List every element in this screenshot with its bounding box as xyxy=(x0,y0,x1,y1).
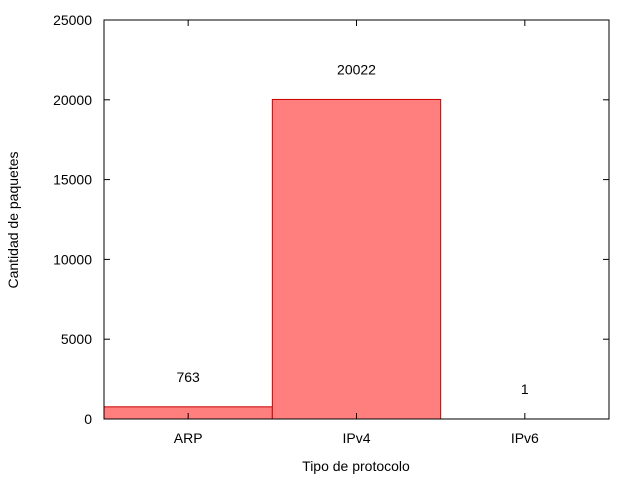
x-tick-labels: ARP IPv4 IPv6 xyxy=(174,430,539,446)
bar-ipv4 xyxy=(271,98,442,420)
y-tick-label: 25000 xyxy=(53,12,92,28)
y-tick-labels: 0 5000 10000 15000 20000 25000 xyxy=(53,12,92,427)
data-labels: 763 20022 1 xyxy=(176,61,528,397)
x-axis-title: Tipo de protocolo xyxy=(302,458,410,474)
bars-group xyxy=(103,98,610,420)
data-label-ipv4: 20022 xyxy=(337,61,376,77)
data-label-arp: 763 xyxy=(176,369,200,385)
plot-frame xyxy=(103,19,610,420)
y-tick-label: 15000 xyxy=(53,172,92,188)
y-tick-label: 20000 xyxy=(53,92,92,108)
x-tick-label-ipv4: IPv4 xyxy=(342,430,370,446)
y-tick-label: 0 xyxy=(84,411,92,427)
x-tick-label-ipv6: IPv6 xyxy=(511,430,539,446)
data-label-ipv6: 1 xyxy=(521,381,529,397)
y-tick-label: 10000 xyxy=(53,251,92,267)
x-tick-label-arp: ARP xyxy=(174,430,203,446)
y-axis-title: Cantidad de paquetes xyxy=(5,152,21,289)
y-tick-label: 5000 xyxy=(61,331,92,347)
